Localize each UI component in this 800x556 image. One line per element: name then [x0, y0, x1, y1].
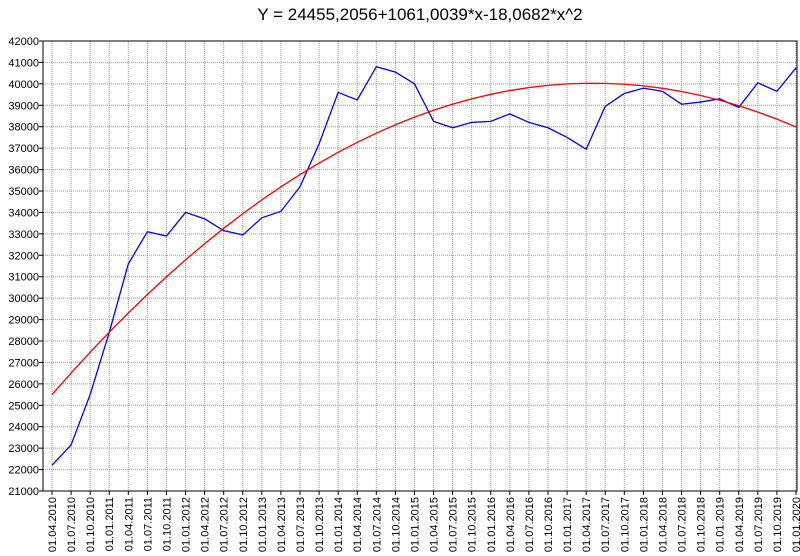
x-tick-label: 01.01.2017: [562, 497, 574, 552]
x-tick-label: 01.07.2010: [66, 497, 78, 552]
y-tick-label: 32000: [8, 250, 39, 262]
x-tick-label: 01.10.2017: [619, 497, 631, 552]
x-tick-label: 01.10.2018: [696, 497, 708, 552]
x-tick-label: 01.01.2012: [181, 497, 193, 552]
x-tick-label: 01.07.2015: [448, 497, 460, 552]
x-tick-label: 01.07.2014: [371, 497, 383, 552]
x-tick-label: 01.10.2016: [543, 497, 555, 552]
x-tick-label: 01.10.2019: [772, 497, 784, 552]
x-tick-label: 01.01.2016: [486, 497, 498, 552]
x-tick-label: 01.10.2010: [85, 497, 97, 552]
x-tick-label: 01.04.2011: [123, 497, 135, 551]
x-tick-label: 01.10.2014: [390, 497, 402, 552]
y-tick-label: 26000: [8, 379, 39, 391]
y-tick-label: 22000: [8, 465, 39, 477]
x-tick-label: 01.04.2014: [352, 497, 364, 552]
x-tick-label: 01.10.2011: [161, 497, 173, 551]
series-line: [51, 82, 797, 396]
y-tick-label: 34000: [8, 207, 39, 219]
x-tick-label: 01.10.2015: [467, 497, 479, 552]
x-tick-label: 01.04.2019: [734, 497, 746, 552]
y-tick-label: 25000: [8, 400, 39, 412]
x-tick-label: 01.07.2016: [524, 497, 536, 552]
y-tick-label: 33000: [8, 229, 39, 241]
y-tick-label: 39000: [8, 100, 39, 112]
y-tick-label: 28000: [8, 336, 39, 348]
y-tick-label: 29000: [8, 315, 39, 327]
y-tick-label: 30000: [8, 293, 39, 305]
x-tick-label: 01.04.2012: [200, 497, 212, 552]
y-tick-label: 21000: [8, 486, 39, 498]
y-tick-label: 31000: [8, 272, 39, 284]
x-tick-label: 01.07.2012: [219, 497, 231, 552]
y-tick-label: 42000: [8, 36, 39, 48]
x-tick-label: 01.01.2014: [333, 497, 345, 552]
x-tick-label: 01.04.2010: [47, 497, 59, 552]
x-tick-label: 01.04.2017: [581, 497, 593, 552]
y-tick-label: 37000: [8, 143, 39, 155]
x-tick-label: 01.10.2013: [314, 497, 326, 552]
y-tick-label: 24000: [8, 422, 39, 434]
y-tick-label: 40000: [8, 79, 39, 91]
x-tick-label: 01.01.2013: [257, 497, 269, 552]
y-tick-label: 23000: [8, 443, 39, 455]
y-tick-label: 36000: [8, 165, 39, 177]
y-tick-label: 35000: [8, 186, 39, 198]
x-tick-label: 01.01.2018: [638, 497, 650, 552]
x-tick-label: 01.07.2018: [677, 497, 689, 552]
x-tick-label: 01.04.2016: [505, 497, 517, 552]
x-tick-label: 01.07.2013: [295, 497, 307, 552]
x-tick-label: 01.01.2015: [409, 497, 421, 552]
y-tick-label: 27000: [8, 357, 39, 369]
x-tick-label: 01.07.2011: [142, 497, 154, 551]
plot-frame: [42, 40, 798, 492]
y-tick-label: 38000: [8, 122, 39, 134]
x-tick-label: 01.01.2011: [104, 497, 116, 551]
y-tick-label: 41000: [8, 57, 39, 69]
x-tick-label: 01.10.2012: [238, 497, 250, 552]
x-tick-label: 01.07.2017: [600, 497, 612, 552]
x-tick-label: 01.01.2020: [791, 497, 800, 552]
chart-title: Y = 24455,2056+1061,0039*x-18,0682*x^2: [257, 5, 582, 24]
x-tick-label: 01.04.2018: [657, 497, 669, 552]
series-line: [51, 65, 797, 466]
x-tick-label: 01.04.2015: [429, 497, 441, 552]
x-tick-label: 01.04.2013: [276, 497, 288, 552]
x-tick-label: 01.07.2019: [753, 497, 765, 552]
x-tick-label: 01.01.2019: [715, 497, 727, 552]
